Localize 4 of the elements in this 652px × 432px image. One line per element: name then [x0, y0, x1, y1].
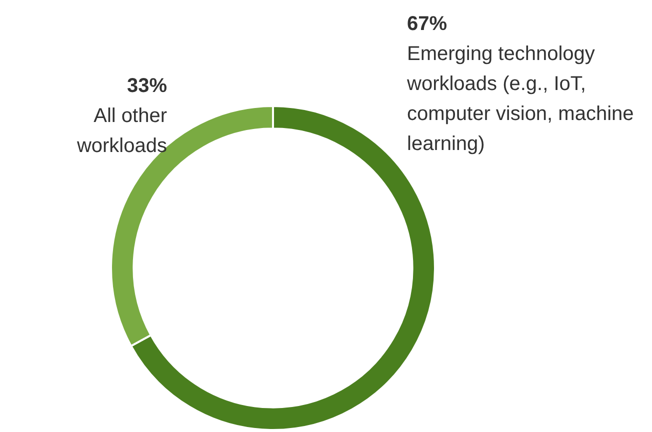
data-label: 33% [126, 75, 168, 97]
slice-label: Emerging technology workloads (e.g., IoT, computer vision, machine learning) [406, 43, 634, 155]
data-label: 67% [407, 13, 448, 35]
slice-label: All other workloads [76, 105, 168, 157]
